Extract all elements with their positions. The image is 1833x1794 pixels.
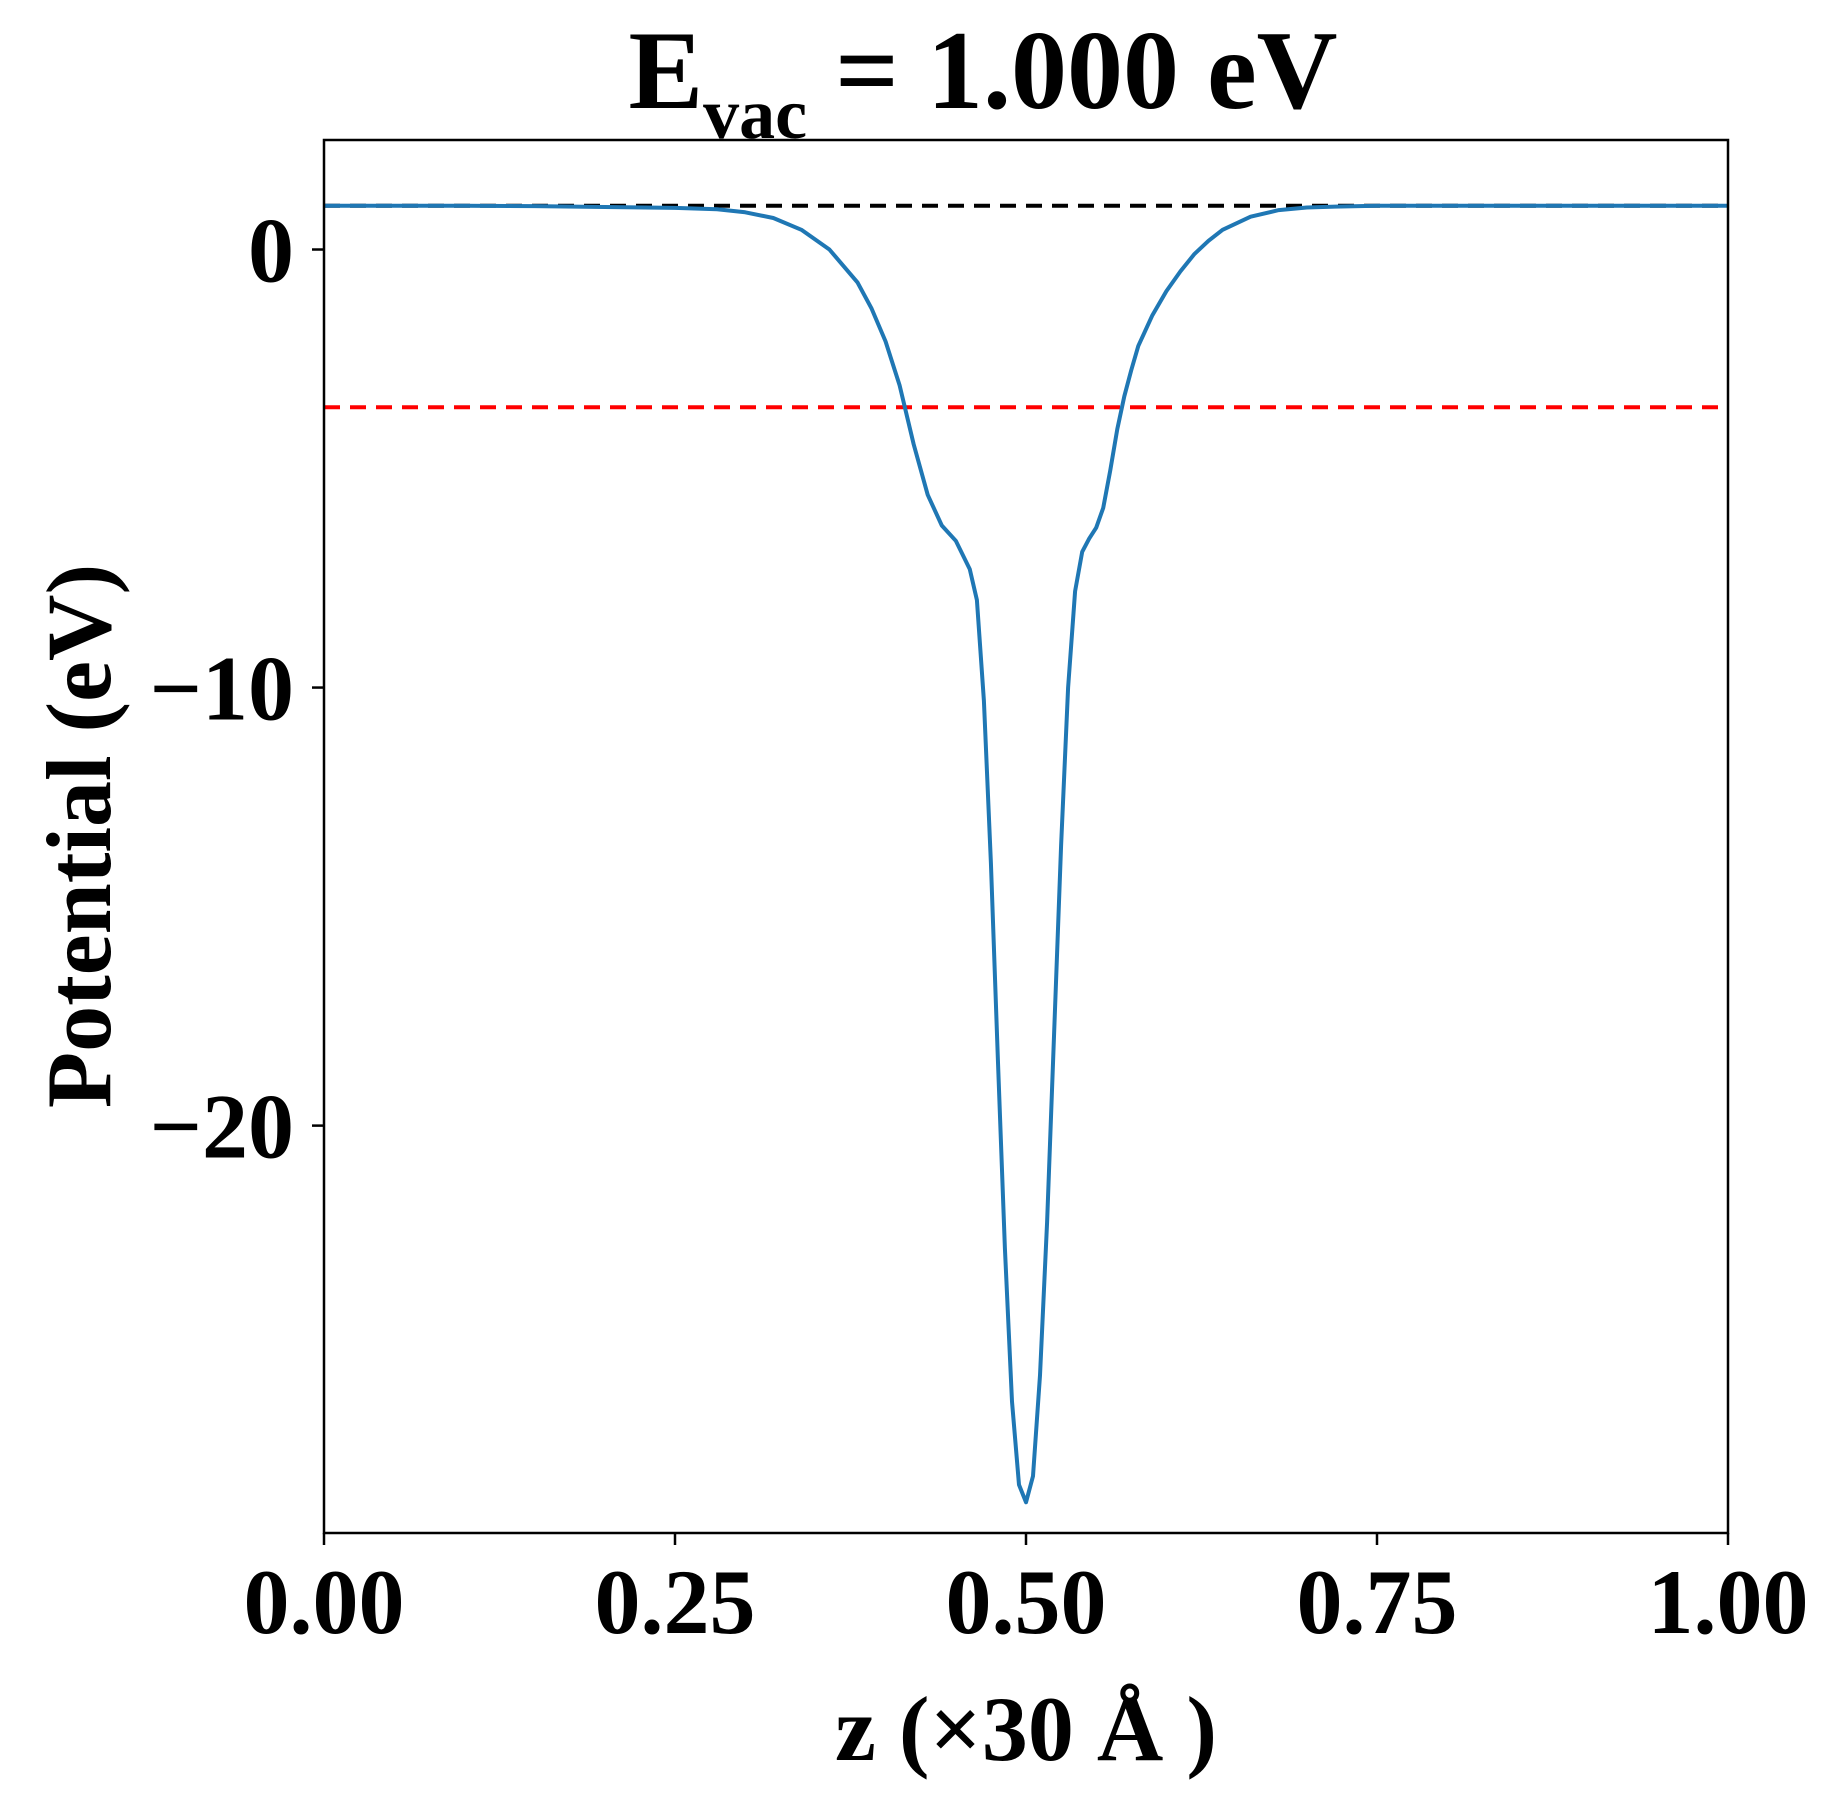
x-tick-label: 0.75: [1297, 1551, 1458, 1653]
y-tick-label: −10: [150, 638, 294, 740]
x-tick-label: 0.25: [595, 1551, 756, 1653]
x-tick-label: 0.00: [244, 1551, 405, 1653]
chart-title-subscript: vac: [703, 74, 807, 154]
chart-title: Evac = 1.000 eV: [628, 9, 1337, 154]
x-tick-label: 1.00: [1648, 1551, 1809, 1653]
y-axis-label: Potential (eV): [28, 564, 130, 1108]
chart-title-rest: = 1.000 eV: [807, 9, 1337, 133]
reference-lines: [324, 203, 1728, 410]
y-tick-label: −20: [150, 1076, 294, 1178]
y-tick-label: 0: [248, 200, 294, 302]
series-group: [324, 203, 1728, 1505]
x-tick-label: 0.50: [946, 1551, 1107, 1653]
chart-title-main: E: [628, 9, 703, 133]
x-axis-ticks: 0.00 0.25 0.50 0.75 1.00: [244, 1533, 1809, 1653]
series-line-0: [324, 203, 1728, 1505]
x-axis-label: z (×30 Å ): [835, 1678, 1217, 1780]
y-axis-ticks: 0 −10 −20: [150, 200, 324, 1178]
plot-frame: [322, 138, 1730, 1535]
